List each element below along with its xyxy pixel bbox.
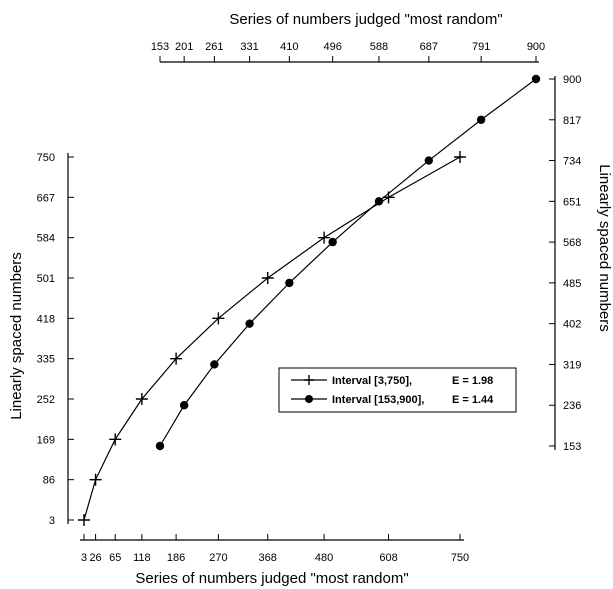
right-tick-label: 236	[563, 400, 581, 412]
top-tick-label: 900	[527, 41, 545, 53]
data-point-plus	[212, 312, 225, 325]
right-tick-label: 319	[563, 359, 581, 371]
x-axis-title-top: Series of numbers judged "most random"	[229, 11, 502, 28]
data-point-plus	[78, 514, 90, 526]
bottom-tick-label: 65	[109, 552, 121, 564]
top-tick-label: 201	[175, 41, 193, 53]
legend-circle-marker	[305, 395, 313, 403]
y-axis-title-right: Linearly spaced numbers	[596, 164, 613, 332]
legend-box	[278, 367, 517, 413]
left-tick-label: 584	[37, 233, 55, 245]
left-tick-label: 667	[37, 192, 55, 204]
bottom-tick-label: 480	[315, 552, 333, 564]
left-tick-label: 252	[37, 394, 55, 406]
legend-entry-interval-153-900: Interval [153,900], E = 1.44	[291, 394, 494, 406]
left-tick-label: 86	[43, 475, 55, 487]
data-point-plus	[135, 393, 148, 405]
data-point-circle	[285, 278, 294, 288]
top-tick-label: 153	[151, 41, 169, 53]
right-tick-label: 402	[563, 319, 581, 331]
bottom-tick-label: 118	[133, 552, 151, 564]
legend-label-0: Interval [3,750],	[332, 375, 412, 387]
legend-plus-marker	[304, 375, 314, 385]
x-axis-title-bottom: Series of numbers judged "most random"	[135, 570, 408, 587]
top-tick-label: 496	[323, 41, 341, 53]
top-tick-label: 791	[472, 41, 490, 53]
data-point-plus	[454, 151, 466, 163]
right-tick-label: 817	[563, 115, 581, 127]
right-tick-label: 568	[563, 237, 581, 249]
bottom-tick-label: 3	[81, 552, 87, 564]
top-tick-label: 588	[370, 41, 388, 53]
left-tick-label: 335	[37, 354, 55, 366]
top-tick-label: 687	[420, 41, 438, 53]
top-tick-label: 331	[240, 41, 258, 53]
bottom-tick-label: 26	[89, 552, 101, 564]
left-tick-label: 501	[37, 273, 55, 285]
data-point-circle	[245, 319, 254, 328]
right-tick-label: 651	[563, 196, 581, 208]
bottom-tick-label: 368	[259, 552, 277, 564]
bottom-tick-label: 270	[209, 552, 227, 564]
right-axis-ticks: 153 236 319 402 485 568 651 734 817 900	[549, 74, 581, 453]
right-tick-label: 153	[563, 441, 581, 453]
left-tick-label: 750	[37, 152, 55, 164]
right-tick-label: 734	[563, 156, 581, 168]
data-point-circle	[476, 115, 486, 124]
top-tick-label: 410	[280, 41, 298, 53]
bottom-tick-label: 750	[451, 552, 469, 564]
data-point-plus	[170, 352, 183, 365]
data-point-circle	[155, 441, 165, 451]
data-point-plus	[318, 231, 331, 244]
series-line-0	[83, 156, 461, 521]
left-tick-label: 3	[49, 515, 55, 527]
legend-e-label-1: E = 1.44	[452, 394, 494, 406]
left-tick-label: 418	[37, 313, 55, 325]
top-tick-label: 261	[205, 41, 223, 53]
legend-entry-interval-3-750: Interval [3,750], E = 1.98	[291, 375, 493, 387]
data-point-circle	[424, 156, 433, 165]
legend-e-label-0: E = 1.98	[452, 375, 493, 387]
data-point-circle	[531, 74, 541, 84]
data-point-circle	[374, 197, 384, 206]
data-point-circle	[328, 237, 337, 247]
bottom-tick-label: 186	[167, 552, 185, 564]
legend-label-1: Interval [153,900],	[332, 394, 424, 406]
right-tick-label: 485	[563, 278, 581, 290]
left-axis-ticks: 3 86 169 252 335 418 501 584 667 750	[37, 152, 74, 527]
data-point-circle	[179, 401, 189, 410]
data-point-plus	[109, 433, 122, 446]
bottom-axis-ticks: 3 26 65 118 186 270 368 480 608 750	[81, 534, 469, 564]
top-axis-ticks: 153 201 261 331 410 496 588 687 791 900	[151, 41, 545, 62]
series-line-1	[159, 78, 537, 447]
data-point-circle	[210, 360, 219, 369]
legend: Interval [3,750], E = 1.98 Interval [153…	[278, 367, 517, 413]
left-tick-label: 169	[37, 434, 55, 446]
y-axis-title-left: Linearly spaced numbers	[8, 252, 25, 420]
right-tick-label: 900	[563, 74, 581, 86]
bottom-tick-label: 608	[379, 552, 397, 564]
series-layer	[78, 74, 541, 526]
data-point-plus	[261, 272, 274, 284]
data-point-plus	[89, 473, 102, 486]
